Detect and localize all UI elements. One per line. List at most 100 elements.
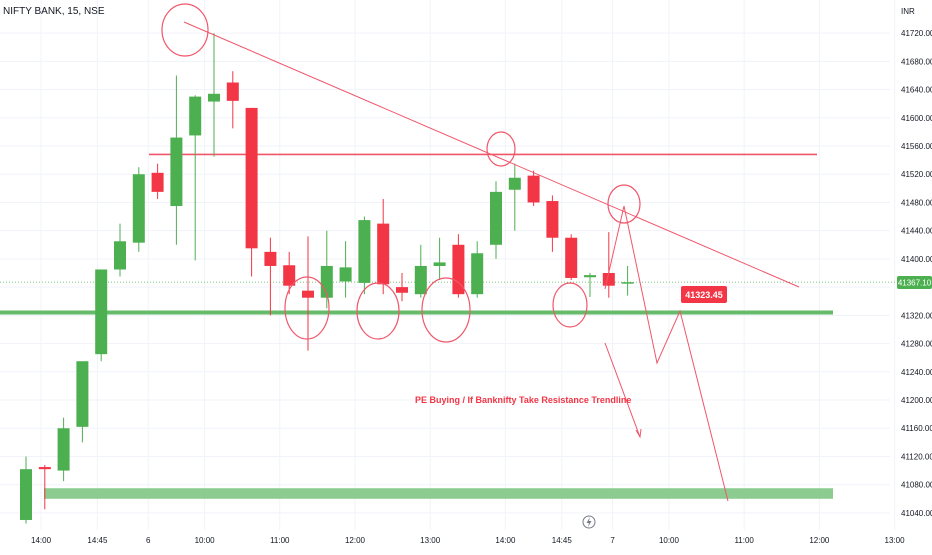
candle: [114, 223, 126, 277]
candle: [377, 198, 390, 295]
candle: [396, 273, 408, 302]
candle-body: [226, 82, 239, 101]
resistance-trendline: [183, 21, 800, 288]
candle: [358, 216, 371, 295]
candle: [208, 33, 220, 157]
current-price-tag: 41367.10: [897, 276, 932, 289]
candle-body: [433, 262, 446, 266]
candle: [170, 75, 183, 245]
candle-body: [38, 467, 51, 470]
target-arrow: [604, 342, 641, 438]
candle-layer: [20, 33, 634, 524]
candle: [508, 163, 521, 231]
y-tick-label: 41040.00: [901, 509, 932, 518]
swing-high-circle: [161, 3, 209, 57]
candle-body: [95, 269, 108, 355]
candle: [283, 251, 296, 295]
candle: [490, 181, 502, 259]
candle: [245, 107, 258, 277]
support-test-circle: [552, 282, 588, 328]
candle-body: [527, 175, 540, 203]
candle: [320, 230, 333, 309]
candle-body: [320, 265, 333, 298]
x-tick-label: 14:45: [87, 536, 108, 545]
candle-body: [339, 267, 352, 282]
support-test-circle: [421, 277, 471, 343]
candle-body: [584, 275, 596, 278]
candle: [602, 232, 615, 298]
y-tick-label: 41160.00: [901, 424, 932, 433]
x-tick-label: 12:00: [345, 536, 366, 545]
candle-body: [490, 191, 502, 245]
y-tick-label: 41320.00: [901, 311, 932, 320]
candle-body: [189, 96, 202, 136]
candle-body: [602, 273, 615, 286]
x-tick-label: 12:00: [809, 536, 830, 545]
axis-layer: 41040.00 41080.00 41120.00 41160.00 41200.00…: [31, 29, 932, 545]
x-tick-label: 10:00: [659, 536, 680, 545]
target-arrowhead: [635, 428, 642, 439]
y-tick-label: 41440.00: [901, 227, 932, 236]
candle-body: [358, 220, 371, 283]
candle-body: [471, 253, 484, 295]
trendline-touch-circle: [486, 131, 516, 167]
candle: [471, 241, 484, 298]
candle: [433, 237, 446, 281]
support-test-circle: [284, 276, 330, 340]
candle-body: [132, 174, 145, 243]
candle-body: [151, 172, 164, 192]
x-tick-label: 13:00: [420, 536, 441, 545]
candle: [132, 167, 145, 252]
y-tick-label: 41680.00: [901, 57, 932, 66]
candle-body: [621, 282, 634, 284]
annotation-price-badge: 41323.45: [681, 286, 727, 303]
candle-body: [396, 287, 408, 293]
x-tick-label: 6: [146, 536, 151, 545]
y-tick-label: 41520.00: [901, 170, 932, 179]
y-tick-label: 41080.00: [901, 481, 932, 490]
candle: [57, 417, 70, 482]
candle: [151, 163, 164, 199]
candle: [584, 273, 596, 298]
y-tick-label: 41280.00: [901, 340, 932, 349]
candle: [95, 269, 108, 362]
candle-body: [76, 361, 89, 427]
x-tick-label: 11:00: [734, 536, 754, 545]
candle-body: [283, 265, 296, 286]
candle: [452, 234, 465, 298]
support-test-circle: [356, 282, 400, 340]
candle-body: [57, 428, 70, 471]
annotation-price-label: 41323.45: [685, 290, 723, 300]
candle-body: [114, 241, 126, 270]
candle-body: [546, 201, 559, 238]
candle-body: [170, 137, 183, 206]
x-tick-label: 13:00: [885, 536, 906, 545]
candle: [76, 361, 89, 443]
candle: [189, 95, 202, 261]
candle-body: [565, 237, 578, 278]
candle-body: [508, 177, 521, 190]
candle-body: [264, 251, 277, 266]
candle: [414, 244, 427, 298]
candle-body: [377, 223, 390, 285]
projection-path: [604, 205, 729, 502]
candle-body: [20, 469, 32, 520]
candle-body: [452, 244, 465, 295]
x-tick-label: 11:00: [270, 536, 290, 545]
x-tick-label: 10:00: [195, 536, 216, 545]
zone-layer: [0, 153, 897, 499]
y-tick-label: 41200.00: [901, 396, 932, 405]
candle: [38, 464, 51, 510]
candle: [621, 265, 634, 296]
candle: [527, 170, 540, 206]
annotation-note: PE Buying / If Banknifty Take Resistance…: [415, 395, 631, 405]
candle: [302, 236, 314, 351]
drawing-layer: [161, 3, 800, 502]
lightning-icon[interactable]: [582, 515, 596, 529]
y-tick-label: 41120.00: [901, 452, 932, 461]
breakout-circle: [607, 184, 641, 224]
candle: [546, 195, 559, 252]
candle: [264, 237, 277, 316]
